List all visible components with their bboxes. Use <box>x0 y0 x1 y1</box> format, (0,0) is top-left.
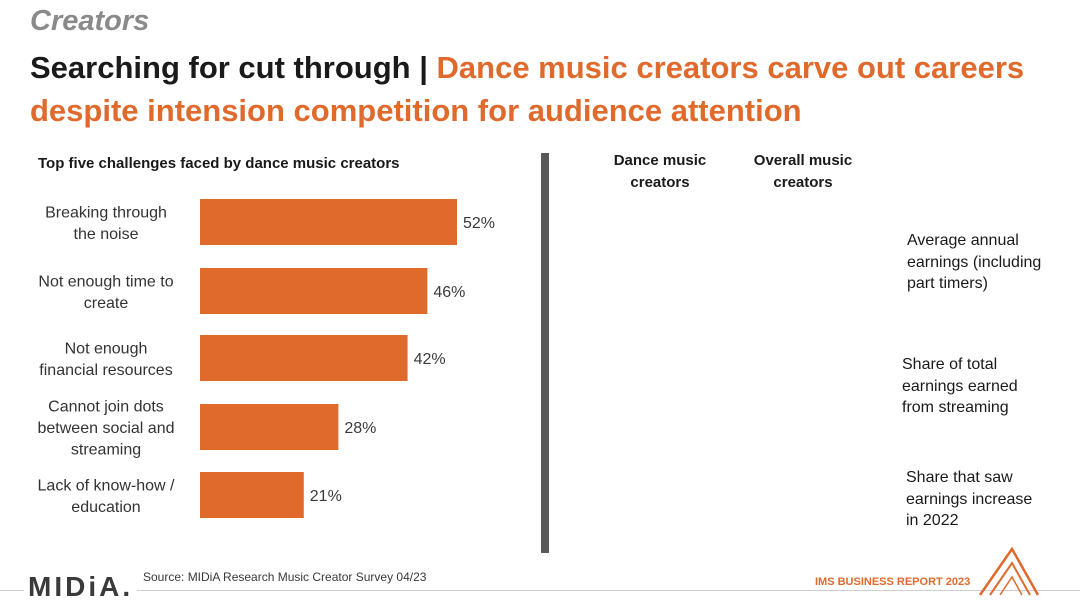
bubble-dance-streaming: 47% <box>605 333 713 441</box>
category-label-line: the noise <box>74 226 139 243</box>
col-head-dance: Dance music creators <box>613 152 707 191</box>
bubble-value: 34% <box>643 490 677 507</box>
bubble-dance-increase: 34% <box>618 457 702 541</box>
title-dark: Searching for cut through | <box>30 50 437 85</box>
category-label-line: financial resources <box>39 362 172 379</box>
category-label: Lack of know-how / education <box>38 477 176 516</box>
category-label-line: Lack of know-how / <box>38 477 176 494</box>
category-label: Cannot join dots between social and stream… <box>38 399 175 459</box>
challenges-bar-chart: 52% Breaking through the noise 46% Not enoug… <box>38 199 495 518</box>
bubble-overall-earnings: $12,211 <box>744 205 862 323</box>
bar-0 <box>200 199 457 245</box>
report-logo-icon <box>978 546 1040 596</box>
bubble-value: 42% <box>789 379 823 396</box>
bar-2 <box>200 335 408 381</box>
bubble-value: $9,413 <box>633 256 682 274</box>
bubble-overall-increase: 32% <box>774 460 852 538</box>
title-accent: Dance music creators carve out careers d… <box>30 50 1025 128</box>
bar-value-label: 28% <box>344 420 376 437</box>
category-label: Breaking through the noise <box>45 204 167 243</box>
bar-value-label: 21% <box>310 488 342 505</box>
col-head-overall: Overall music creators <box>753 152 853 191</box>
page-title: Searching for cut through | Dance music … <box>30 46 1070 132</box>
category-label-line: Breaking through <box>45 204 167 221</box>
category-label-line: streaming <box>71 442 141 459</box>
category-label: Not enough time to create <box>38 273 173 312</box>
footer-rule <box>0 590 1080 591</box>
bubble-value: 32% <box>796 490 830 507</box>
midia-logo: MIDiA. <box>24 571 138 603</box>
bar-chart-title: Top five challenges faced by dance music… <box>38 155 400 172</box>
category-label-line: between social and <box>38 420 175 437</box>
bubble-overall-streaming: 42% <box>758 340 854 436</box>
report-name: IMS BUSINESS REPORT 2023 <box>815 576 971 588</box>
category-label-line: education <box>71 499 140 516</box>
bubble-value: 47% <box>642 378 676 395</box>
bubble-dance-earnings: $9,413 <box>605 213 710 318</box>
bar-value-label: 46% <box>433 284 465 301</box>
bubble-value: $12,211 <box>774 255 832 272</box>
metric-label-streaming: Share of total earnings earned from stre… <box>902 356 1018 416</box>
bar-value-label: 42% <box>414 351 446 368</box>
divider <box>541 153 549 553</box>
category-label: Not enough financial resources <box>39 340 172 379</box>
bar-1 <box>200 268 428 314</box>
source-note: Source: MIDiA Research Music Creator Sur… <box>143 570 427 584</box>
bar-value-label: 52% <box>463 215 495 232</box>
category-label-line: create <box>84 295 129 312</box>
category-label-line: Not enough <box>65 340 148 357</box>
category-label-line: Cannot join dots <box>48 399 164 416</box>
section-label: Creators <box>30 5 150 37</box>
bar-3 <box>200 404 339 450</box>
metric-label-earnings: Average annual earnings (including part … <box>907 232 1042 292</box>
metric-label-increase: Share that saw earnings increase in 2022 <box>906 469 1033 529</box>
category-label-line: Not enough time to <box>38 273 173 290</box>
bar-4 <box>200 472 304 518</box>
